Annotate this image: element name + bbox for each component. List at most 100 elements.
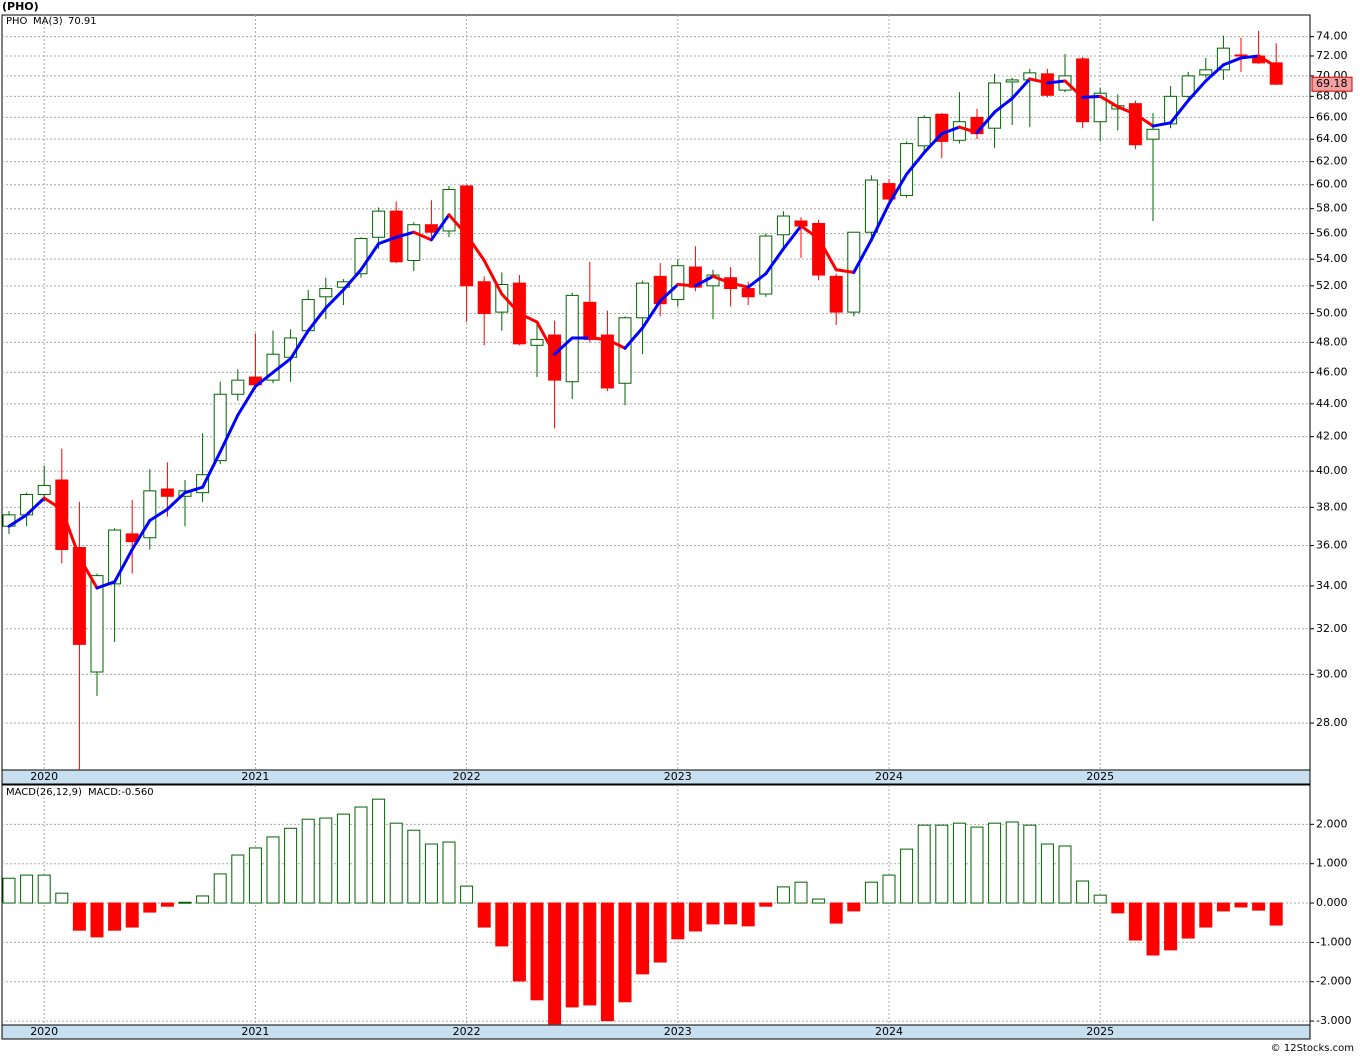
macd-bar (20, 874, 34, 904)
ma-segment (922, 132, 944, 155)
x-axis-band (1, 1024, 1311, 1040)
ma-segment (236, 384, 257, 417)
candle-body (37, 484, 51, 495)
ma-segment (517, 312, 539, 324)
candle-body (160, 488, 174, 497)
x-tick-label: 2020 (30, 770, 58, 783)
macd-bar (2, 877, 16, 904)
x-tick-label: 2022 (453, 1025, 481, 1038)
candle-body (55, 479, 69, 550)
ma-segment (1063, 79, 1085, 99)
macd-bar (864, 881, 878, 904)
candle-body (1269, 62, 1283, 85)
candle-body (372, 210, 386, 238)
x-tick-label: 2023 (664, 770, 692, 783)
ma-segment (623, 326, 645, 350)
candle-body (988, 82, 1002, 129)
ma-segment (447, 213, 469, 237)
x-axis-band (1, 769, 1311, 785)
macd-bar (759, 902, 773, 907)
macd-bar (882, 874, 896, 904)
y-tick-label: -2.000 (1316, 975, 1351, 988)
y-tick-label: 60.00 (1316, 178, 1348, 191)
y-tick-label: 28.00 (1316, 716, 1348, 729)
y-tick-label: 74.00 (1316, 30, 1348, 43)
macd-bar (284, 827, 298, 904)
macd-bar (495, 902, 509, 947)
candle-body (231, 379, 245, 395)
candle-body (671, 265, 685, 301)
y-tick-label: 64.00 (1316, 132, 1348, 145)
macd-bar (266, 836, 280, 904)
ma-segment (165, 491, 187, 511)
ma-segment (693, 274, 715, 288)
ma-segment (42, 496, 64, 511)
plot-area (2, 785, 1310, 1025)
y-tick-label: 1.000 (1316, 857, 1348, 870)
ma-segment (957, 125, 979, 135)
y-tick-label: 0.000 (1316, 896, 1348, 909)
candle-body (812, 222, 826, 276)
candle-body (108, 529, 122, 585)
ma-segment (7, 513, 29, 528)
y-tick-label: -3.000 (1316, 1014, 1351, 1027)
macd-bar (160, 902, 174, 907)
ma-segment (218, 413, 240, 454)
macd-bar (671, 902, 685, 940)
ma-segment (553, 336, 574, 356)
macd-bar (1199, 902, 1213, 928)
x-tick-label: 2024 (875, 1025, 903, 1038)
x-tick-label: 2025 (1086, 1025, 1114, 1038)
candle-body (583, 301, 597, 340)
candle-body (1234, 54, 1248, 57)
candle-body (143, 490, 157, 539)
macd-bar (1181, 902, 1195, 939)
macd-bar (108, 902, 122, 931)
y-tick-label: 52.00 (1316, 279, 1348, 292)
macd-bar (336, 813, 350, 904)
macd-bar (213, 873, 227, 904)
ma-segment (1151, 121, 1173, 128)
ma-segment (482, 258, 504, 296)
macd-bar (55, 892, 69, 904)
candle-body (1181, 75, 1195, 97)
macd-bar (319, 817, 333, 904)
x-tick-label: 2021 (241, 770, 269, 783)
ma-segment (535, 320, 557, 356)
ma-segment (324, 288, 345, 310)
ma-segment (25, 496, 46, 517)
macd-bar (530, 902, 544, 1001)
macd-bar (90, 902, 104, 938)
macd-bar (917, 824, 931, 904)
ma-segment (799, 224, 821, 241)
ma-segment (500, 292, 521, 316)
candle-body (1005, 79, 1019, 83)
ma-segment (271, 357, 293, 374)
ma-segment (1098, 94, 1120, 109)
ma-segment (887, 172, 909, 206)
ma-segment (359, 242, 381, 272)
y-tick-label: 44.00 (1316, 397, 1348, 410)
macd-bar (372, 798, 386, 904)
ma-segment (1169, 99, 1190, 125)
legend-value: 70.91 (68, 16, 97, 27)
candle-body (530, 338, 544, 346)
candle-body (442, 188, 456, 232)
ma-segment (1221, 56, 1243, 67)
footer: © 12Stocks.com (1271, 1043, 1354, 1054)
y-tick-label: -1.000 (1316, 935, 1351, 948)
macd-bar (1234, 902, 1248, 908)
macd-bar (847, 902, 861, 912)
macd-bar (407, 829, 421, 904)
candle-body (1146, 128, 1160, 140)
y-tick-label: 58.00 (1316, 202, 1348, 215)
macd-bar (1128, 902, 1142, 941)
macd-bar (1005, 821, 1019, 904)
macd-bar (512, 902, 526, 982)
macd-bar (688, 902, 702, 932)
ma-segment (394, 230, 416, 239)
ma-segment (746, 272, 768, 289)
candle-body (1093, 92, 1107, 123)
legend-name: PHO (6, 16, 28, 27)
